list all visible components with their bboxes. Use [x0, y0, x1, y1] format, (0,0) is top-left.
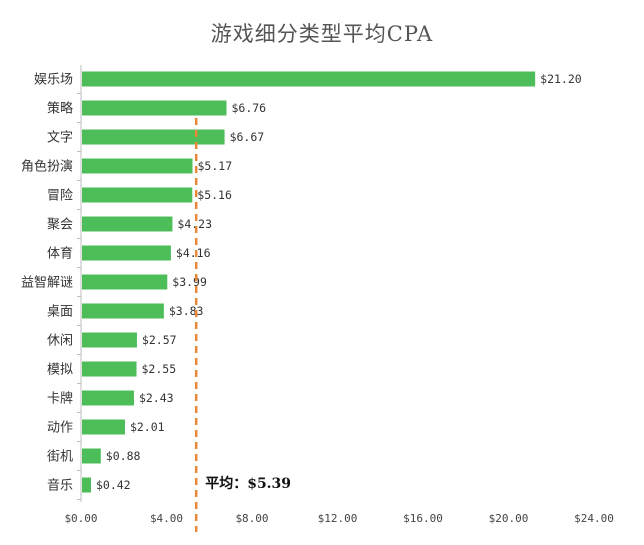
value-label: $3.83 [169, 304, 204, 318]
bar-4 [82, 187, 193, 203]
bar-10 [82, 361, 137, 377]
category-label: 卡牌 [47, 391, 73, 407]
bar-6 [82, 245, 171, 261]
category-label: 文字 [47, 131, 73, 146]
category-label: 休闲 [47, 334, 73, 349]
value-label: $4.16 [176, 246, 211, 260]
bar-3 [82, 158, 193, 174]
chart-title: 游戏细分类型平均CPA [210, 22, 434, 46]
value-label: $6.76 [231, 101, 266, 115]
bar-12 [82, 419, 125, 435]
value-label: $2.01 [130, 420, 165, 434]
bar-2 [82, 129, 225, 145]
category-label: 桌面 [47, 305, 73, 320]
category-label: 益智解谜 [21, 276, 73, 291]
bar-8 [82, 303, 164, 319]
value-label: $2.55 [142, 362, 177, 376]
bar-7 [82, 274, 168, 290]
value-label: $2.57 [142, 333, 177, 347]
bar-1 [82, 100, 227, 116]
value-label: $4.23 [177, 217, 212, 231]
value-label: $0.88 [106, 449, 141, 463]
bar-5 [82, 216, 173, 232]
category-label: 模拟 [47, 363, 73, 378]
average-label: 平均：$5.39 [205, 475, 291, 492]
x-tick-label: $8.00 [235, 512, 268, 525]
category-label: 聚会 [47, 218, 73, 233]
value-label: $0.42 [96, 478, 131, 492]
x-tick-label: $16.00 [403, 512, 443, 525]
x-tick-label: $4.00 [150, 512, 183, 525]
bar-0 [82, 71, 536, 87]
value-label: $2.43 [139, 391, 174, 405]
value-label: $21.20 [540, 72, 582, 86]
category-label: 动作 [47, 421, 73, 436]
value-label: $5.17 [198, 159, 233, 173]
x-tick-label: $24.00 [574, 512, 614, 525]
bar-11 [82, 390, 134, 406]
category-label: 娱乐场 [34, 73, 73, 88]
value-label: $6.67 [230, 130, 265, 144]
value-label: $5.16 [197, 188, 232, 202]
x-tick-label: $0.00 [64, 512, 97, 525]
category-label: 街机 [47, 450, 73, 465]
category-label: 体育 [47, 246, 73, 262]
category-label: 角色扮演 [21, 159, 73, 175]
category-label: 冒险 [47, 189, 73, 204]
value-label: $3.99 [172, 275, 207, 289]
x-tick-label: $12.00 [318, 512, 358, 525]
category-label: 音乐 [47, 478, 73, 494]
bar-9 [82, 332, 137, 348]
bar-13 [82, 448, 101, 464]
bar-14 [82, 477, 91, 493]
x-tick-label: $20.00 [489, 512, 529, 525]
category-label: 策略 [47, 101, 73, 117]
